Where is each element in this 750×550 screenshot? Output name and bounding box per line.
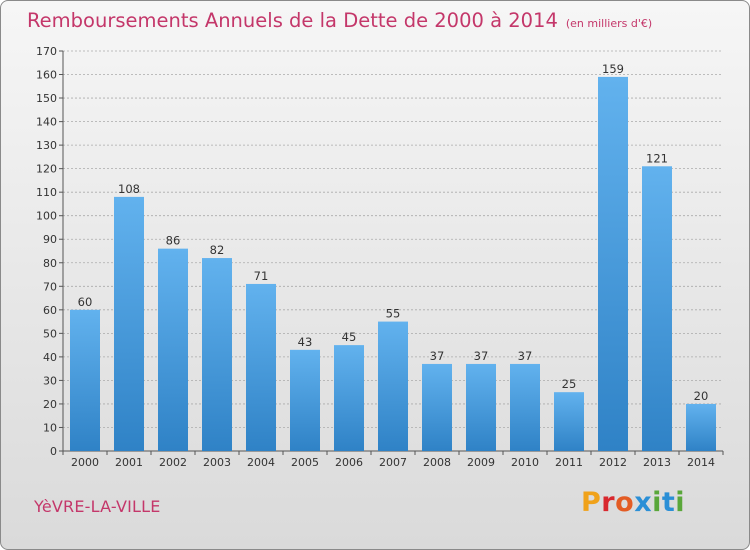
x-tick-label: 2000: [71, 456, 99, 469]
bar-value-label: 37: [518, 349, 533, 363]
x-tick-label: 2014: [687, 456, 715, 469]
x-tick-label: 2006: [335, 456, 363, 469]
y-tick-label: 120: [36, 163, 57, 176]
bar-value-label: 71: [254, 269, 269, 283]
y-tick-label: 20: [43, 398, 57, 411]
bar-value-label: 37: [430, 349, 445, 363]
x-tick-label: 2002: [159, 456, 187, 469]
y-tick-label: 50: [43, 327, 57, 340]
x-tick-label: 2003: [203, 456, 231, 469]
bar: [466, 363, 496, 451]
y-tick-label: 140: [36, 116, 57, 129]
bar-value-label: 45: [342, 330, 357, 344]
y-tick-label: 110: [36, 186, 57, 199]
x-tick-label: 2013: [643, 456, 671, 469]
commune-name: YèVRE-LA-VILLE: [34, 497, 161, 516]
y-tick-label: 100: [36, 210, 57, 223]
bar: [334, 345, 364, 451]
bar-value-label: 60: [78, 295, 93, 309]
logo-letter: o: [615, 487, 635, 518]
x-tick-label: 2012: [599, 456, 627, 469]
bar-value-label: 86: [166, 234, 181, 248]
y-tick-label: 80: [43, 257, 57, 270]
y-tick-label: 60: [43, 304, 57, 317]
logo-letter: i: [675, 487, 686, 518]
bar: [290, 349, 320, 451]
x-tick-label: 2008: [423, 456, 451, 469]
logo-letter: x: [634, 487, 653, 518]
bar: [70, 309, 100, 451]
bar: [510, 363, 540, 451]
bar: [554, 392, 584, 451]
bar-value-label: 82: [210, 243, 225, 257]
y-tick-label: 160: [36, 69, 57, 82]
bar: [642, 166, 672, 451]
y-tick-label: 40: [43, 351, 57, 364]
bar: [202, 258, 232, 451]
x-tick-label: 2010: [511, 456, 539, 469]
bar: [114, 196, 144, 451]
bar-value-label: 55: [386, 307, 401, 321]
bar-value-label: 121: [646, 151, 668, 165]
y-tick-label: 70: [43, 280, 57, 293]
chart-title: Remboursements Annuels de la Dette de 20…: [27, 9, 653, 32]
bar-value-label: 159: [602, 62, 624, 76]
bar-value-label: 43: [298, 335, 313, 349]
y-tick-label: 30: [43, 374, 57, 387]
y-tick-label: 0: [50, 445, 57, 458]
y-tick-label: 10: [43, 421, 57, 434]
logo-letter: P: [581, 487, 602, 518]
bar: [598, 76, 628, 451]
proxiti-logo: Proxiti: [581, 487, 685, 518]
logo-letter: i: [652, 487, 662, 518]
bar: [158, 248, 188, 451]
chart-subtitle: (en milliers d'€): [565, 17, 653, 30]
logo-letter: r: [601, 487, 616, 518]
bar-value-label: 37: [474, 349, 489, 363]
x-tick-label: 2011: [555, 456, 583, 469]
x-tick-label: 2001: [115, 456, 143, 469]
bar: [422, 363, 452, 451]
bar: [686, 403, 716, 451]
bar: [378, 321, 408, 451]
y-tick-label: 150: [36, 92, 57, 105]
bar-value-label: 108: [118, 182, 140, 196]
x-tick-label: 2007: [379, 456, 407, 469]
bar-value-label: 25: [562, 377, 577, 391]
y-tick-label: 130: [36, 139, 57, 152]
bar: [246, 283, 276, 451]
bar-value-label: 20: [694, 389, 709, 403]
logo-letter: t: [661, 487, 676, 518]
y-tick-label: 170: [36, 45, 57, 58]
x-tick-label: 2009: [467, 456, 495, 469]
x-tick-label: 2005: [291, 456, 319, 469]
y-tick-label: 90: [43, 233, 57, 246]
x-tick-label: 2004: [247, 456, 275, 469]
